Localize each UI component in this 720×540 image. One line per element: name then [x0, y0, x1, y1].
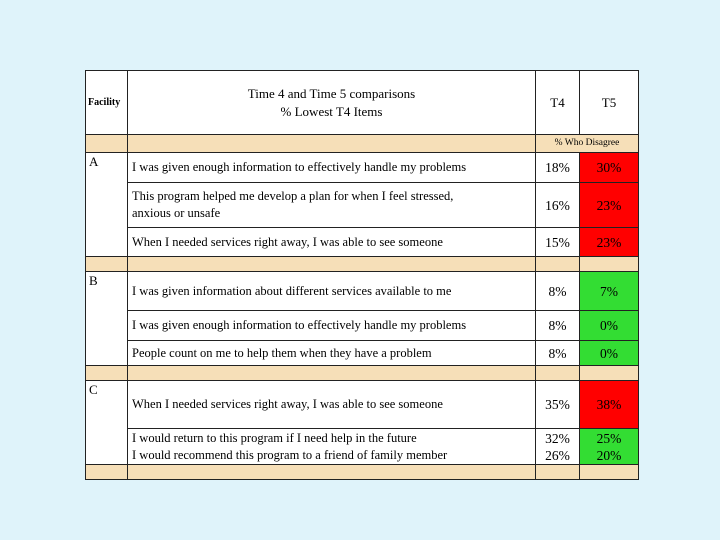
t4-percent: 8%	[548, 345, 567, 361]
t5-value: 7%	[579, 271, 639, 311]
item-line: anxious or unsafe	[132, 206, 221, 220]
separator-cell	[579, 256, 639, 272]
t4-value: 15%	[535, 227, 580, 257]
t4-percent: 26%	[545, 447, 570, 463]
item-text: I was given enough information to effect…	[127, 152, 536, 183]
table-row: I was given enough information to effect…	[86, 310, 639, 341]
group-label: A	[85, 152, 128, 257]
subheader-spacer	[127, 134, 536, 153]
title-line-1: Time 4 and Time 5 comparisons	[247, 85, 416, 101]
t4-percent: 16%	[545, 197, 570, 213]
item-text: I was given enough information to effect…	[127, 310, 536, 341]
t4-value: 8%	[535, 310, 580, 341]
item-line: I was given enough information to effect…	[132, 160, 467, 174]
item-text: People count on me to help them when the…	[127, 340, 536, 366]
separator-cell	[127, 256, 536, 272]
subheader-row: % Who Disagree	[85, 134, 639, 153]
item-line: This program helped me develop a plan fo…	[132, 189, 454, 203]
t4-value: 18%	[535, 152, 580, 183]
t5-percent: 30%	[596, 160, 622, 175]
separator-cell	[85, 365, 128, 381]
table-row: People count on me to help them when the…	[86, 340, 639, 366]
separator-cell	[85, 464, 128, 480]
group-label: C	[85, 380, 128, 465]
t4-percent: 8%	[548, 318, 567, 333]
item-text: When I needed services right away, I was…	[127, 227, 536, 257]
item-line: I would return to this program if I need…	[132, 430, 417, 445]
group-separator-row	[85, 365, 639, 381]
title-line-2: % Lowest T4 Items	[280, 103, 383, 119]
separator-cell	[579, 365, 639, 381]
t5-percent: 23%	[596, 234, 622, 250]
t4-percent: 8%	[548, 283, 567, 299]
t5-value: 0%	[579, 340, 639, 366]
item-line: When I needed services right away, I was…	[132, 397, 443, 411]
t5-percent: 0%	[600, 318, 618, 333]
table-row: When I needed services right away, I was…	[86, 227, 639, 257]
header-row: Facility Time 4 and Time 5 comparisons %…	[85, 70, 639, 135]
t4-value: 16%	[535, 182, 580, 228]
t5-value: 38%	[579, 380, 639, 429]
t4-percent: 15%	[545, 234, 570, 250]
table-row: B I was given information about different…	[85, 271, 639, 366]
t5-value: 30%	[579, 152, 639, 183]
item-text: I was given information about different …	[127, 271, 536, 311]
item-line: I would recommend this program to a frie…	[132, 447, 448, 462]
table-row: This program helped me develop a plan fo…	[86, 182, 639, 228]
comparison-table: Facility Time 4 and Time 5 comparisons %…	[85, 70, 639, 480]
t5-value: 23%	[579, 227, 639, 257]
t5-percent: 23%	[596, 197, 622, 213]
t4-value: 35%	[535, 380, 580, 429]
table-title: Time 4 and Time 5 comparisons % Lowest T…	[127, 70, 536, 135]
item-line: I was given information about different …	[132, 283, 452, 298]
t5-value: 23%	[579, 182, 639, 228]
group-separator-row	[85, 256, 639, 272]
t4-percent: 32%	[545, 430, 570, 446]
table-row: I would return to this program if I need…	[86, 428, 639, 465]
separator-cell	[127, 365, 536, 381]
t4-value: 8%	[535, 340, 580, 366]
group-separator-row	[85, 464, 639, 480]
separator-cell	[579, 464, 639, 480]
t5-value: 25% 20%	[579, 428, 639, 465]
t5-percent: 20%	[596, 447, 622, 463]
item-text: When I needed services right away, I was…	[127, 380, 536, 429]
item-line: I was given enough information to effect…	[132, 318, 467, 332]
item-line: When I needed services right away, I was…	[132, 234, 443, 249]
t4-column-header: T4	[535, 70, 580, 135]
separator-cell	[85, 256, 128, 272]
separator-cell	[535, 464, 580, 480]
t5-value: 0%	[579, 310, 639, 341]
t4-value: 8%	[535, 271, 580, 311]
t4-percent: 18%	[545, 160, 570, 175]
separator-cell	[535, 365, 580, 381]
t5-percent: 7%	[600, 283, 618, 299]
subheader-spacer	[85, 134, 128, 153]
t5-percent: 25%	[596, 430, 622, 446]
item-text: I would return to this program if I need…	[127, 428, 536, 465]
separator-cell	[535, 256, 580, 272]
item-text: This program helped me develop a plan fo…	[127, 182, 536, 228]
group-label: B	[85, 271, 128, 366]
separator-cell	[127, 464, 536, 480]
disagree-subheader: % Who Disagree	[535, 134, 639, 153]
table-row: A I was given enough information to effec…	[85, 152, 639, 257]
facility-label: Facility	[85, 70, 128, 135]
item-line: People count on me to help them when the…	[132, 345, 432, 360]
t5-percent: 0%	[600, 345, 618, 361]
table-row: C When I needed services right away, I wa…	[85, 380, 639, 465]
t5-percent: 38%	[596, 397, 622, 412]
t4-percent: 35%	[545, 397, 570, 412]
t4-value: 32% 26%	[535, 428, 580, 465]
t5-column-header: T5	[579, 70, 639, 135]
